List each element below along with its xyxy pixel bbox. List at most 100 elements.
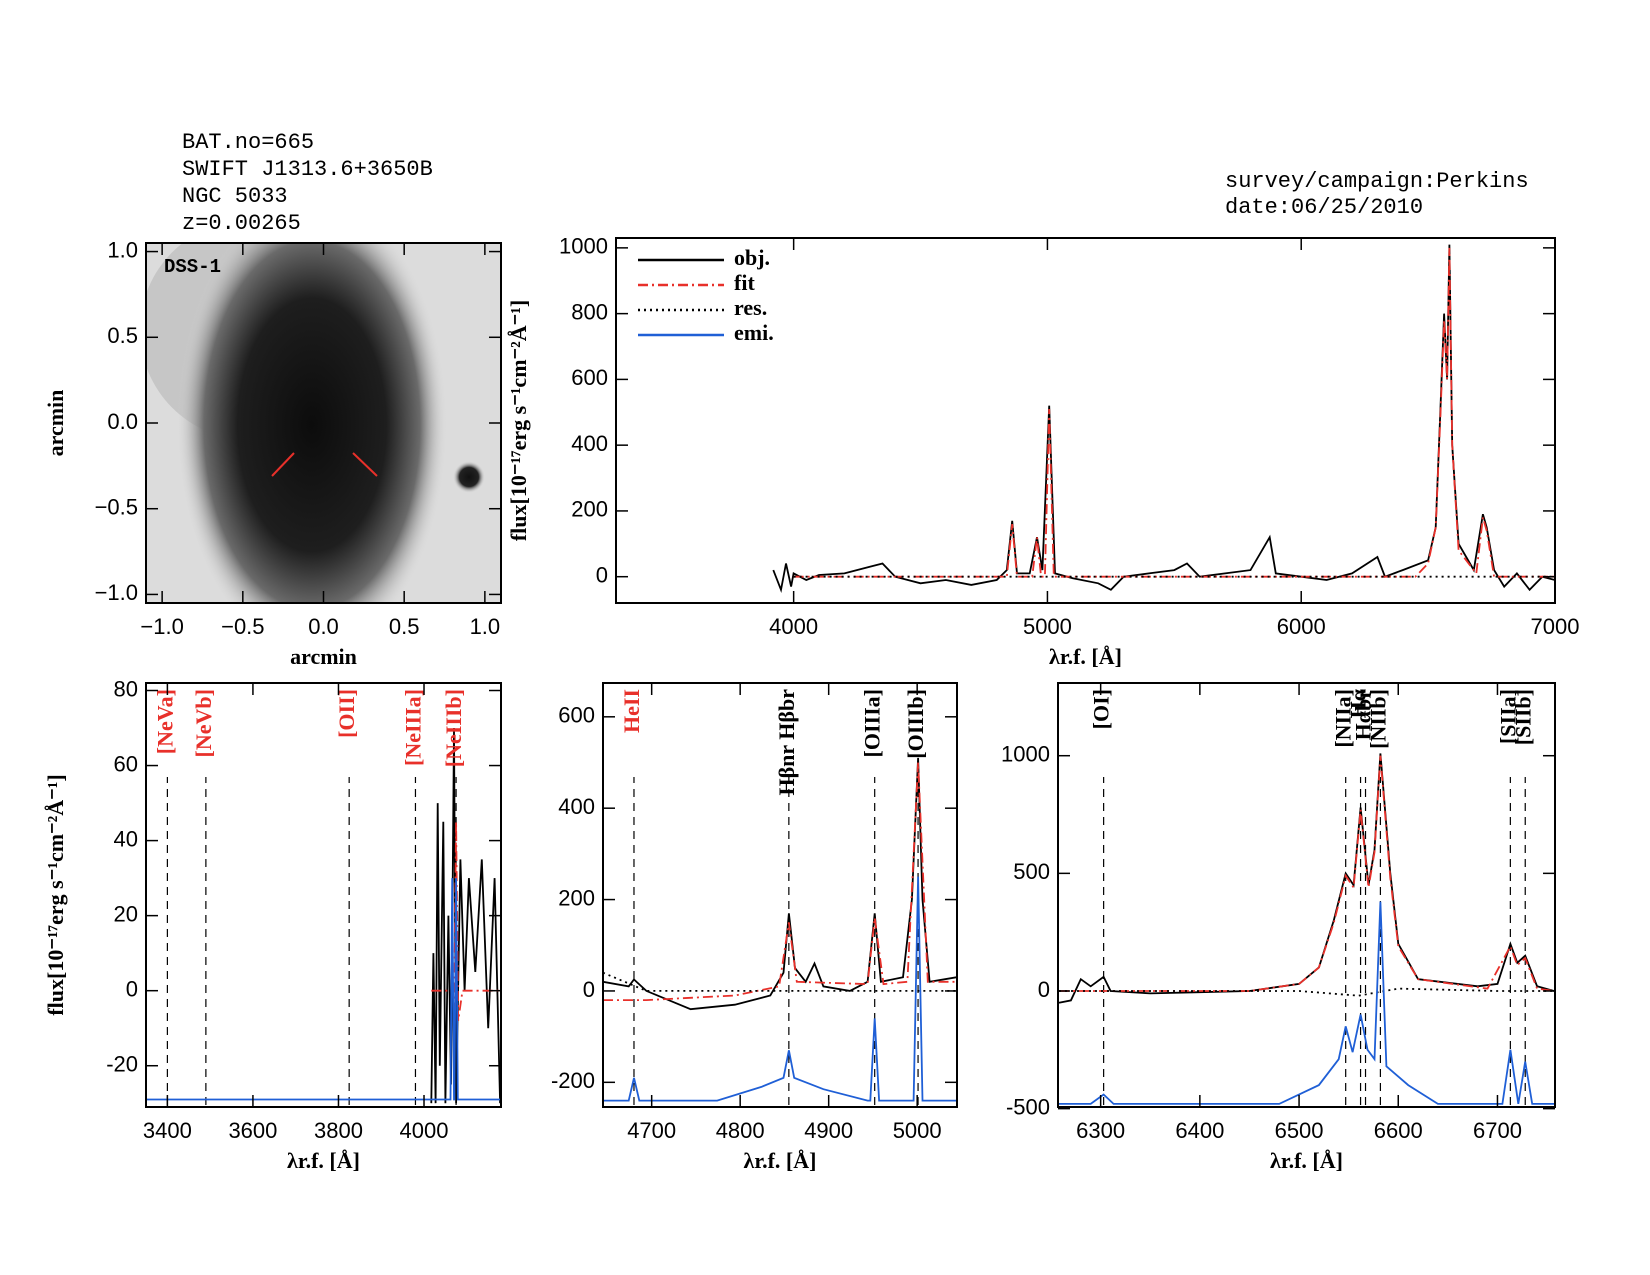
line-label-bg xyxy=(444,687,469,777)
x-tick-label: 6400 xyxy=(1175,1118,1224,1143)
line-label-bg xyxy=(1513,687,1538,777)
y-tick-label: 200 xyxy=(571,497,608,522)
panel-frame xyxy=(615,237,1556,604)
y-axis-label: flux[10⁻¹⁷erg s⁻¹cm⁻²Å⁻¹] xyxy=(506,300,531,541)
series-line xyxy=(146,878,501,1101)
x-axis-label: λr.f. [Å] xyxy=(1049,644,1122,669)
legend-label: obj. xyxy=(734,245,770,270)
series-line xyxy=(603,757,957,1011)
line-label: HeII xyxy=(619,689,644,733)
dss-image xyxy=(146,243,501,603)
header-line: NGC 5033 xyxy=(182,184,288,209)
x-tick-label: 6500 xyxy=(1275,1118,1324,1143)
x-tick-label: 5000 xyxy=(893,1118,942,1143)
line-label: [SIIb] xyxy=(1510,689,1535,745)
line-label: Hαbr xyxy=(1351,689,1376,741)
x-axis-label: arcmin xyxy=(290,644,357,669)
legend-label: fit xyxy=(734,270,755,295)
line-label: [NIIb] xyxy=(1365,689,1390,749)
y-tick-label: 20 xyxy=(114,901,138,926)
x-tick-label: 3400 xyxy=(143,1118,192,1143)
y-tick-label: 400 xyxy=(558,794,595,819)
panel-frame xyxy=(145,682,502,1108)
y-tick-label: 1000 xyxy=(559,234,608,259)
series-line xyxy=(603,876,957,1102)
line-label-bg xyxy=(155,687,180,777)
x-tick-label: 5000 xyxy=(1023,614,1072,639)
y-tick-label: 0 xyxy=(1038,977,1050,1002)
line-label-bg xyxy=(337,687,362,777)
y-tick-label: -200 xyxy=(551,1068,595,1093)
y-tick-label: 1000 xyxy=(1001,742,1050,767)
x-tick-label: −1.0 xyxy=(140,614,183,639)
line-label-bg xyxy=(776,687,801,777)
x-axis-label: λr.f. [Å] xyxy=(287,1148,360,1173)
y-tick-label: 80 xyxy=(114,676,138,701)
x-tick-label: 3800 xyxy=(314,1118,363,1143)
x-tick-label: 0.5 xyxy=(389,614,420,639)
series-line xyxy=(772,244,1555,594)
slit-mark xyxy=(352,452,378,477)
y-tick-label: 60 xyxy=(114,751,138,776)
panel xyxy=(1058,687,1555,1107)
survey: survey/campaign:Perkins xyxy=(1225,169,1529,194)
x-tick-label: 6000 xyxy=(1277,614,1326,639)
x-tick-label: 4700 xyxy=(627,1118,676,1143)
star xyxy=(453,461,485,493)
y-tick-label: 0 xyxy=(596,563,608,588)
line-label: [OIIIb] xyxy=(903,689,928,759)
y-tick-label: -20 xyxy=(106,1052,138,1077)
x-tick-label: 7000 xyxy=(1531,614,1580,639)
y-tick-label: 600 xyxy=(571,365,608,390)
x-axis-label: λr.f. [Å] xyxy=(744,1148,817,1173)
line-label-bg xyxy=(403,687,428,777)
y-tick-label: 800 xyxy=(571,299,608,324)
panel xyxy=(146,687,501,1107)
legend-label: res. xyxy=(734,295,767,320)
series-line xyxy=(793,247,1555,578)
y-tick-label: 500 xyxy=(1013,859,1050,884)
line-label: Hα xyxy=(1346,688,1371,718)
annotation: DSS-1 xyxy=(164,256,221,278)
header-line: BAT.no=665 xyxy=(182,130,314,155)
x-tick-label: −0.5 xyxy=(221,614,264,639)
date: date:06/25/2010 xyxy=(1225,195,1423,220)
line-label: [NIIa] xyxy=(1331,689,1356,748)
y-tick-label: -500 xyxy=(1006,1094,1050,1119)
header-line: SWIFT J1313.6+3650B xyxy=(182,157,433,182)
x-tick-label: 4000 xyxy=(400,1118,449,1143)
y-tick-label: 1.0 xyxy=(107,237,138,262)
x-tick-label: 4900 xyxy=(804,1118,853,1143)
x-tick-label: 4000 xyxy=(769,614,818,639)
line-label: [NeIIIa] xyxy=(401,689,426,766)
y-tick-label: 0 xyxy=(126,976,138,1001)
line-label: [OIIIa] xyxy=(860,689,885,757)
x-tick-label: 0.0 xyxy=(308,614,339,639)
line-label: [NeVb] xyxy=(191,689,216,757)
series-line xyxy=(1059,987,1554,997)
panel xyxy=(603,687,957,1107)
line-label: [NeVa] xyxy=(152,689,177,754)
line-label: [NeIIIb] xyxy=(441,689,466,767)
galaxy xyxy=(177,243,447,603)
x-tick-label: 3600 xyxy=(228,1118,277,1143)
y-axis-label: arcmin xyxy=(43,390,68,457)
y-tick-label: 0 xyxy=(583,977,595,1002)
x-tick-label: 1.0 xyxy=(470,614,501,639)
x-tick-label: 6300 xyxy=(1076,1118,1125,1143)
series-line xyxy=(1058,753,1555,1004)
legend-label: emi. xyxy=(734,320,774,345)
series-line xyxy=(1059,901,1554,1105)
y-tick-label: −0.5 xyxy=(95,495,138,520)
line-label: [SIIa] xyxy=(1495,689,1520,744)
y-axis-label: flux[10⁻¹⁷erg s⁻¹cm⁻²Å⁻¹] xyxy=(43,774,68,1015)
y-tick-label: −1.0 xyxy=(95,580,138,605)
y-tick-label: 0.0 xyxy=(107,409,138,434)
line-label-bg xyxy=(1091,687,1116,777)
panel-frame xyxy=(602,682,958,1108)
line-label: [OI] xyxy=(1089,689,1114,729)
y-tick-label: 400 xyxy=(571,431,608,456)
x-tick-label: 4800 xyxy=(716,1118,765,1143)
x-axis-label: λr.f. [Å] xyxy=(1270,1148,1343,1173)
